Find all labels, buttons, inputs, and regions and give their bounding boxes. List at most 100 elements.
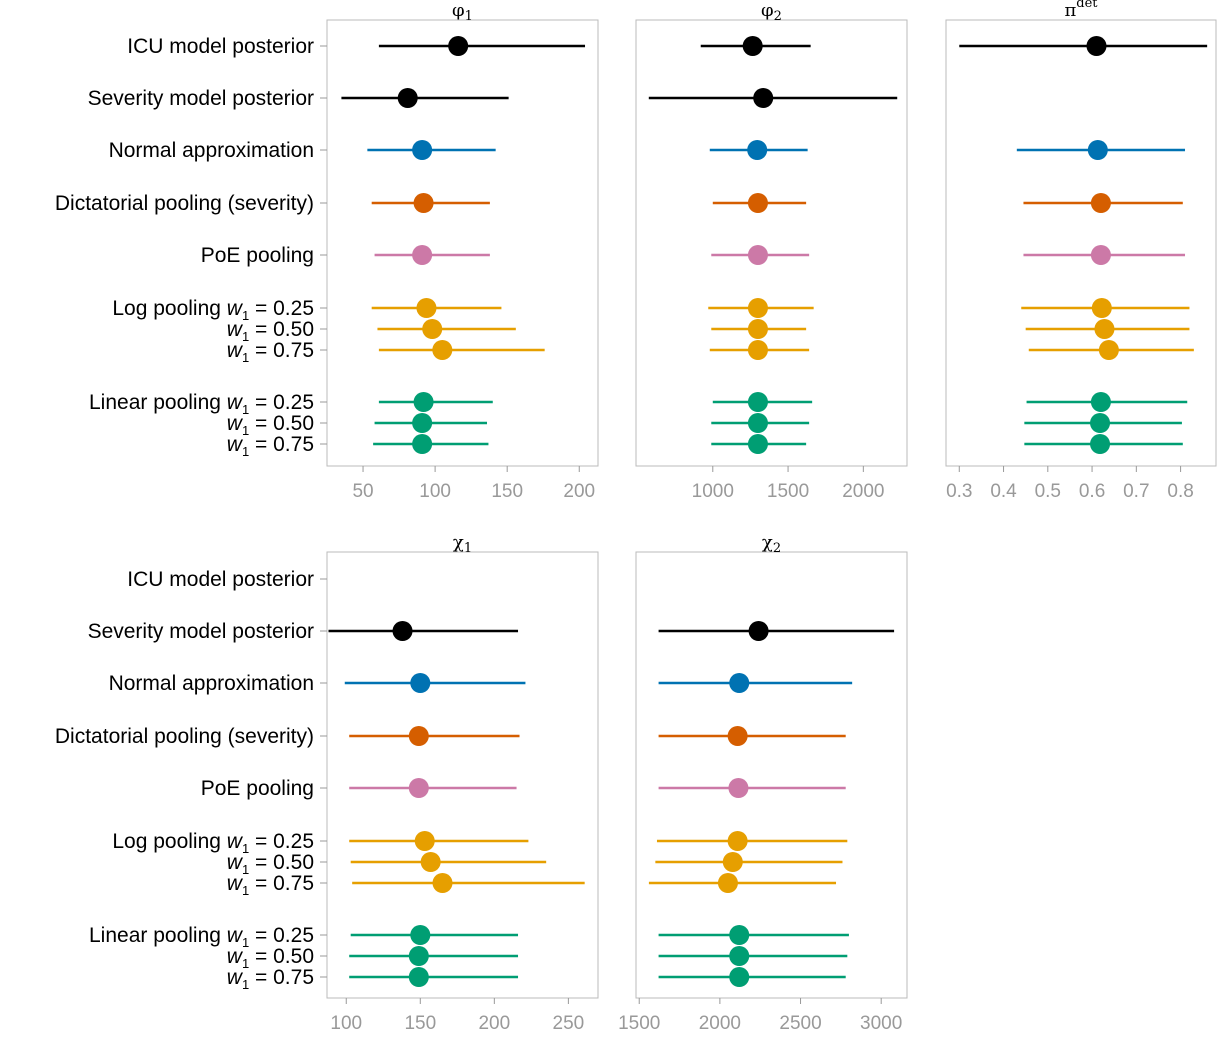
row-label: w1 = 0.75 [227, 966, 314, 992]
point-normal [729, 673, 750, 693]
x-tick-label: 100 [330, 1013, 362, 1034]
x-tick-label: 200 [563, 481, 595, 502]
weight-value: = 0.25 [249, 391, 314, 414]
x-tick-label: 0.4 [990, 481, 1017, 502]
point-log [747, 340, 768, 360]
panel-frame [326, 19, 599, 467]
point-poe [412, 245, 433, 265]
row-label: w1 = 0.75 [227, 339, 314, 365]
weight-subscript: 1 [242, 956, 249, 971]
weight-subscript: 1 [242, 329, 249, 344]
x-tick-label: 0.8 [1167, 481, 1193, 502]
point-dictatorial [408, 726, 429, 746]
row-label: Dictatorial pooling (severity) [55, 192, 314, 215]
weight-value: = 0.75 [249, 433, 314, 456]
point-severity [753, 88, 774, 108]
panel-title-subscript: 2 [773, 541, 781, 556]
panel-title-symbol: π [1064, 0, 1076, 21]
panel-3: πdet 0.3 0.4 0.5 0.6 0.7 0.8 [945, 0, 1217, 502]
panel-title-subscript: 1 [464, 541, 472, 556]
panel-title: φ1 [452, 0, 473, 24]
weight-subscript: 1 [242, 841, 249, 856]
point-log [717, 873, 738, 893]
point-dictatorial [1090, 193, 1111, 213]
weight-subscript: 1 [242, 935, 249, 950]
panel-frame [635, 551, 908, 999]
point-log [1098, 340, 1119, 360]
weight-symbol: w [227, 412, 244, 435]
x-tick-label: 0.6 [1079, 481, 1105, 502]
panel-frame [945, 19, 1217, 467]
point-poe [728, 778, 749, 798]
weight-symbol: w [227, 966, 244, 989]
weight-symbol: w [227, 872, 244, 895]
point-icu [1086, 36, 1107, 56]
weight-symbol: w [227, 851, 244, 874]
weight-symbol: w [227, 945, 244, 968]
point-linear [1090, 392, 1111, 412]
weight-symbol: w [227, 924, 244, 947]
point-linear [408, 946, 429, 966]
x-tick-label: 2000 [842, 481, 884, 502]
panel-2: φ2 1000 1500 2000 [635, 0, 908, 502]
point-linear [412, 413, 433, 433]
weight-value: = 0.50 [249, 851, 314, 874]
point-icu [742, 36, 763, 56]
panel-title-symbol: χ [453, 532, 464, 553]
weight-value: = 0.50 [249, 945, 314, 968]
x-tick-label: 0.3 [946, 481, 972, 502]
weight-symbol: w [227, 433, 244, 456]
x-tick-label: 2500 [779, 1013, 821, 1034]
point-log [432, 873, 453, 893]
weight-symbol: w [227, 830, 244, 853]
point-log [420, 852, 441, 872]
row-label: Linear pooling w1 = 0.25 [89, 391, 314, 417]
weight-value: = 0.50 [249, 412, 314, 435]
point-normal [412, 140, 433, 160]
point-linear [747, 392, 768, 412]
point-normal [410, 673, 431, 693]
weight-subscript: 1 [242, 862, 249, 877]
row-label-prefix: Log pooling [112, 297, 226, 320]
row-label: Linear pooling w1 = 0.25 [89, 924, 314, 950]
panel-title-subscript: 2 [774, 9, 782, 24]
point-poe [408, 778, 429, 798]
weight-value: = 0.25 [249, 924, 314, 947]
point-linear [413, 392, 434, 412]
panel-title: πdet [1064, 0, 1098, 21]
point-poe [1090, 245, 1111, 265]
point-normal [1087, 140, 1108, 160]
weight-value: = 0.50 [249, 318, 314, 341]
row-label-prefix: Log pooling [112, 830, 226, 853]
x-tick-label: 0.5 [1035, 481, 1061, 502]
weight-symbol: w [227, 318, 244, 341]
point-log [747, 298, 768, 318]
row-label: Normal approximation [109, 139, 314, 162]
x-tick-label: 150 [491, 481, 523, 502]
x-tick-label: 150 [404, 1013, 436, 1034]
panel-title: φ2 [761, 0, 782, 24]
point-linear [412, 434, 433, 454]
point-log [1091, 298, 1112, 318]
weight-value: = 0.25 [249, 830, 314, 853]
weight-value: = 0.25 [249, 297, 314, 320]
weight-value: = 0.75 [249, 966, 314, 989]
row-label: PoE pooling [201, 244, 314, 267]
panel-title-symbol: φ [452, 0, 465, 21]
weight-symbol: w [227, 391, 244, 414]
row-label: ICU model posterior [127, 35, 314, 58]
x-tick-label: 100 [419, 481, 451, 502]
row-label: ICU model posterior [127, 568, 314, 591]
weight-symbol: w [227, 297, 244, 320]
x-tick-label: 0.7 [1123, 481, 1149, 502]
row-label: Log pooling w1 = 0.25 [112, 830, 314, 856]
weight-subscript: 1 [242, 350, 249, 365]
panel-title-subscript: 1 [465, 9, 473, 24]
x-tick-label: 3000 [860, 1013, 902, 1034]
weight-subscript: 1 [242, 308, 249, 323]
point-severity [748, 621, 769, 641]
weight-subscript: 1 [242, 883, 249, 898]
panel-frame [635, 19, 908, 467]
row-label: w1 = 0.50 [227, 318, 314, 344]
